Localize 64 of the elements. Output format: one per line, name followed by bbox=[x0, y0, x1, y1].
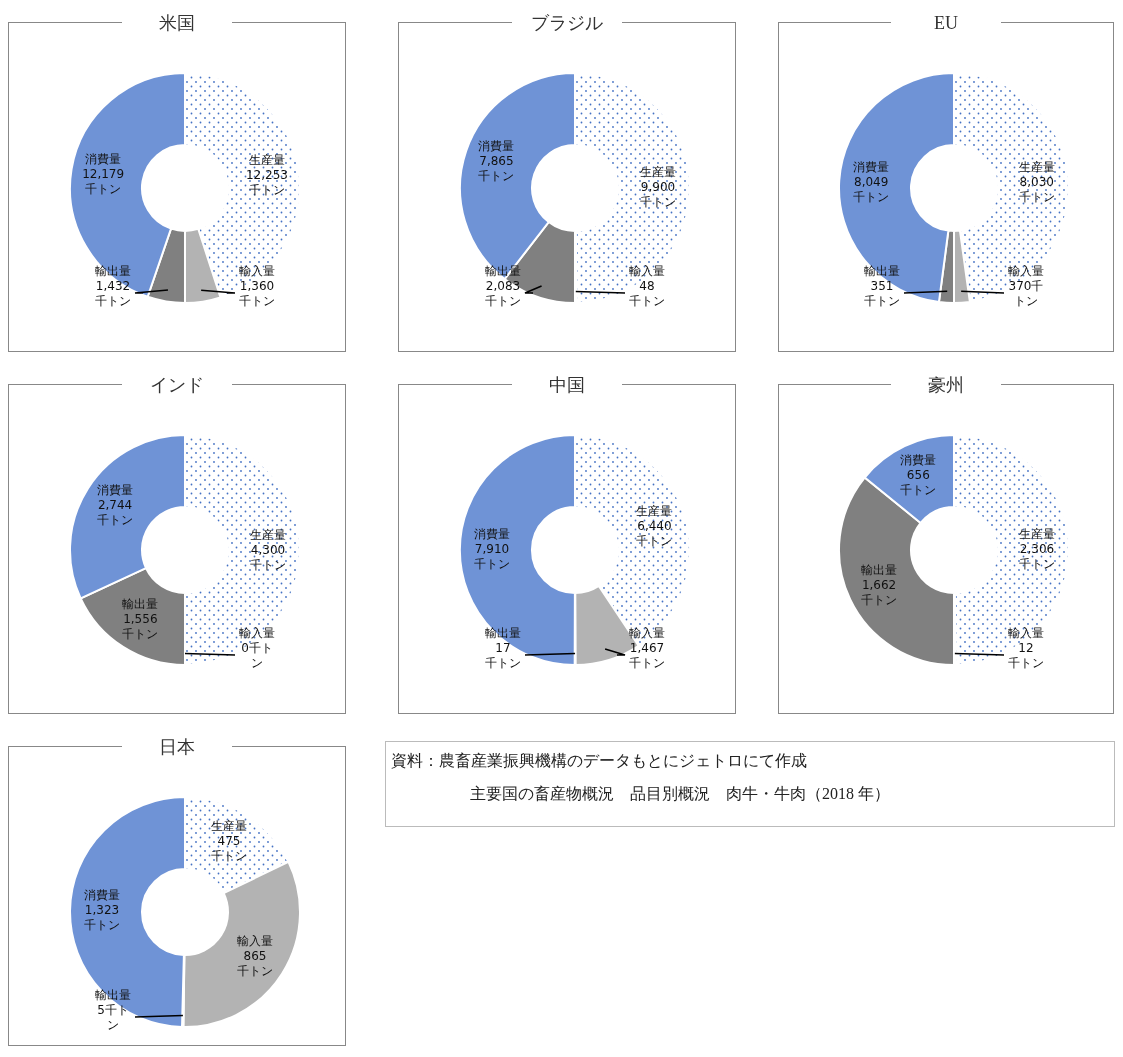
data-label: 48 千トン bbox=[629, 279, 665, 308]
slice-label: 輸入量 bbox=[239, 264, 275, 278]
slice-label: 輸出量 bbox=[95, 264, 131, 278]
data-label: 8,049 千トン bbox=[853, 175, 890, 205]
slice-label: 輸出量 bbox=[861, 563, 898, 578]
slice-label: 生産量 bbox=[636, 503, 673, 518]
slice-label: 輸入量 bbox=[629, 264, 665, 278]
data-label: 7,910 千トン bbox=[474, 542, 510, 572]
data-label: 4,300 千トン bbox=[250, 542, 286, 572]
text: 主要国の畜産物概況 品目別概況 肉牛・牛肉（2018 年） bbox=[470, 785, 890, 802]
chart-title: 米国 bbox=[159, 13, 195, 33]
chart-title: 中国 bbox=[549, 375, 585, 395]
data-label: 1,556 千トン bbox=[122, 612, 159, 642]
slice-label: 消費量 bbox=[478, 138, 515, 153]
data-label: 865 千トン bbox=[237, 949, 274, 979]
data-label: 475 千トン bbox=[211, 834, 248, 864]
slice-label: 消費量 bbox=[84, 888, 121, 903]
data-label: 370千トン bbox=[1008, 279, 1044, 308]
data-label: 1,360 千トン bbox=[239, 279, 275, 308]
data-label: 2,306 千トン bbox=[1019, 541, 1055, 571]
slice-label: 消費量 bbox=[853, 160, 890, 175]
slice-label: 輸入量 bbox=[629, 626, 665, 640]
chart-title: EU bbox=[934, 13, 958, 33]
slice-label: 生産量 bbox=[250, 527, 286, 542]
data-label: 12,179 千トン bbox=[82, 166, 125, 196]
data-label: 1,467 千トン bbox=[629, 641, 665, 670]
slice-label: 消費量 bbox=[85, 151, 122, 166]
slice-label: 輸入量 bbox=[237, 934, 274, 949]
chart-title: 豪州 bbox=[928, 375, 964, 395]
data-label: 8,030 千トン bbox=[1018, 174, 1055, 204]
text: 0千トン bbox=[241, 641, 273, 670]
chart-title: ブラジル bbox=[531, 13, 603, 33]
data-label: 1,432 千トン bbox=[95, 279, 131, 308]
data-label: 656 千トン bbox=[900, 467, 937, 497]
slice-label: 生産量 bbox=[1018, 159, 1055, 174]
chart-title: インド bbox=[150, 375, 204, 395]
slice-label: 輸入量 bbox=[1008, 264, 1044, 278]
data-label: 7,865 千トン bbox=[478, 153, 515, 183]
data-label: 17 千トン bbox=[485, 641, 521, 670]
slice-label: 生産量 bbox=[1019, 526, 1055, 541]
data-label: 1,323 千トン bbox=[84, 903, 121, 933]
data-label: 9,900 千トン bbox=[640, 179, 676, 209]
data-label: 351 千トン bbox=[864, 279, 900, 308]
slice-label: 生産量 bbox=[640, 164, 676, 179]
slice-label: 輸出量 bbox=[95, 988, 131, 1002]
slice-label: 輸出量 bbox=[864, 264, 900, 278]
text: 資料：農畜産業振興機構のデータもとにジェトロにて作成 bbox=[391, 752, 807, 769]
slice-label: 消費量 bbox=[97, 482, 134, 497]
data-label: 1,662 千トン bbox=[861, 578, 898, 608]
slice-label: 消費量 bbox=[900, 452, 937, 467]
slice-label: 輸出量 bbox=[485, 626, 521, 640]
slice-label: 生産量 bbox=[211, 819, 248, 834]
slice-label: 輸出量 bbox=[122, 597, 159, 612]
category-label: 輸入量 bbox=[239, 626, 275, 640]
data-label: 2,083 千トン bbox=[485, 279, 521, 308]
data-label: 2,744 千トン bbox=[97, 497, 134, 527]
data-label: 12 千トン bbox=[1008, 641, 1044, 670]
data-label: 5千トン bbox=[97, 1003, 129, 1032]
slice-label: 輸入量 bbox=[1008, 626, 1044, 640]
slice-label: 生産量 bbox=[248, 152, 285, 167]
slice-label: 消費量 bbox=[474, 527, 510, 542]
chart-title: 日本 bbox=[159, 737, 195, 757]
data-label: 12,253 千トン bbox=[245, 167, 288, 197]
data-label: 6,440 千トン bbox=[636, 518, 673, 548]
